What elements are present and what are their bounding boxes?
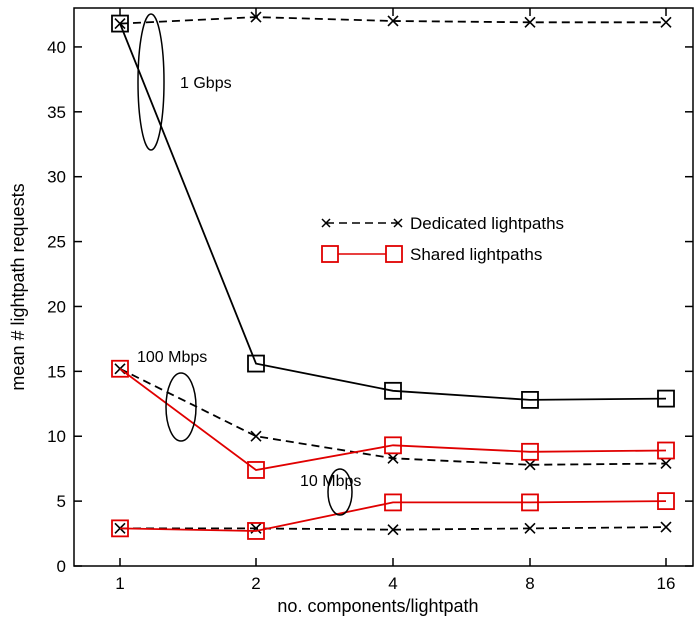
series-1-gbps-shared <box>111 14 675 409</box>
data-point-x <box>524 522 536 534</box>
data-point-square <box>111 14 129 33</box>
x-axis-title: no. components/lightpath <box>277 596 478 616</box>
data-point-square <box>657 389 675 408</box>
data-point-x <box>250 11 262 23</box>
legend-square-marker <box>321 245 339 263</box>
series-100-mbps-dedicated <box>114 363 672 471</box>
data-point-square <box>247 522 265 540</box>
legend-item-dedicated: Dedicated lightpaths <box>321 214 564 233</box>
data-point-square <box>111 359 129 378</box>
data-point-x <box>114 522 126 534</box>
annotations-group: 1 Gbps 100 Mbps 10 Mbps <box>137 13 361 516</box>
x-tick-label: 4 <box>388 574 397 593</box>
y-axis-title: mean # lightpath requests <box>8 183 28 390</box>
annotation-100mbps: 100 Mbps <box>137 349 207 366</box>
data-point-x <box>660 457 672 470</box>
data-point-square <box>247 461 265 479</box>
x-tick-label: 16 <box>657 574 676 593</box>
annotation-ellipse-100mbps <box>165 372 197 442</box>
y-tick-label: 35 <box>47 103 66 122</box>
legend-square-marker <box>385 245 403 263</box>
data-point-square <box>521 442 539 461</box>
series-line-1-gbps-shared <box>119 23 667 401</box>
annotation-1gbps: 1 Gbps <box>180 75 232 92</box>
data-point-x <box>524 16 536 28</box>
y-tick-label: 25 <box>47 233 66 252</box>
y-tick-label: 15 <box>47 362 66 381</box>
series-1-gbps-dedicated <box>114 11 672 30</box>
data-point-x <box>387 452 399 464</box>
data-point-x <box>114 18 126 30</box>
x-tick-label: 8 <box>525 574 534 593</box>
data-point-square <box>384 493 402 512</box>
annotation-ellipse-10mbps <box>327 468 353 516</box>
data-point-x <box>524 459 536 471</box>
legend-item-shared: Shared lightpaths <box>321 245 542 264</box>
y-tick-label: 20 <box>47 297 66 316</box>
data-point-x <box>387 524 399 536</box>
series-10-mbps-dedicated <box>114 521 672 536</box>
data-point-x <box>250 430 262 442</box>
data-point-x <box>660 16 672 28</box>
y-tick-label: 0 <box>57 557 66 576</box>
data-point-square <box>384 381 402 400</box>
x-tick-label: 1 <box>115 574 124 593</box>
x-tick-label: 2 <box>251 574 260 593</box>
series-group <box>111 11 675 540</box>
series-100-mbps-shared <box>111 359 675 479</box>
data-point-square <box>521 390 539 409</box>
legend: Dedicated lightpaths Shared lightpaths <box>321 214 564 264</box>
data-point-square <box>111 519 129 538</box>
data-point-x <box>387 15 399 27</box>
legend-x-marker <box>393 218 403 228</box>
legend-x-marker <box>321 218 331 228</box>
y-tick-label: 30 <box>47 168 66 187</box>
legend-label-dedicated: Dedicated lightpaths <box>410 214 564 233</box>
y-tick-label: 5 <box>57 492 66 511</box>
series-line-100-mbps-shared <box>119 368 667 471</box>
data-point-x <box>660 521 672 533</box>
series-line-10-mbps-shared <box>119 500 667 532</box>
data-point-square <box>657 441 675 460</box>
annotation-ellipse-1gbps <box>137 13 165 151</box>
data-point-square <box>247 354 265 373</box>
legend-label-shared: Shared lightpaths <box>410 245 542 264</box>
axis-ticks: 0 5 10 15 20 25 30 35 40 1 2 4 8 16 <box>47 8 693 593</box>
y-tick-label: 10 <box>47 427 66 446</box>
series-10-mbps-shared <box>111 492 675 540</box>
data-point-square <box>657 492 675 511</box>
plot-frame <box>73 7 694 567</box>
data-point-square <box>521 493 539 512</box>
annotation-10mbps: 10 Mbps <box>300 473 361 490</box>
data-point-square <box>384 436 402 455</box>
y-tick-label: 40 <box>47 38 66 57</box>
